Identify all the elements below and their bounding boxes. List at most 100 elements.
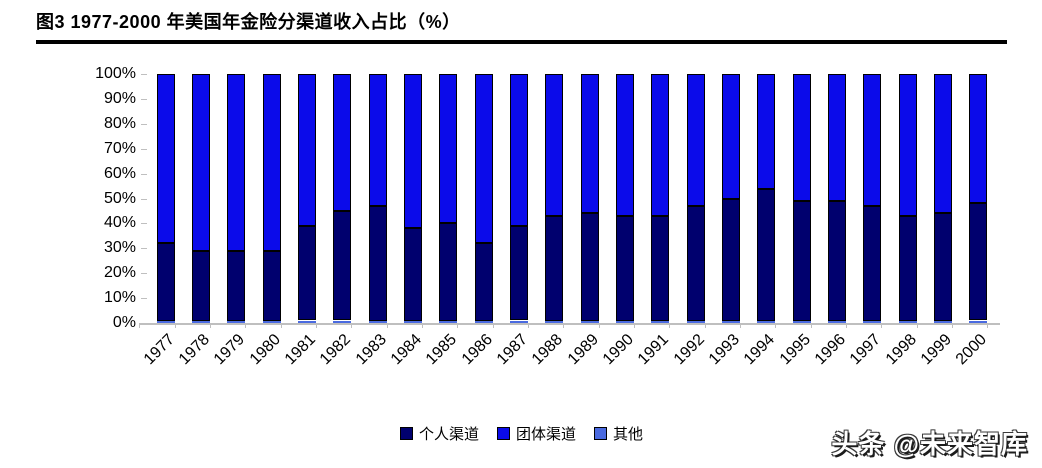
bar-segment [298, 74, 316, 226]
bar-segment [686, 205, 705, 321]
bar-segment [757, 320, 776, 323]
x-tick [209, 323, 211, 328]
bar-segment [404, 320, 422, 323]
x-tick [457, 323, 459, 328]
x-tick [492, 323, 494, 328]
bar-segment [404, 74, 422, 229]
axis-baseline [140, 323, 1000, 325]
x-tick [174, 323, 176, 328]
bar-segment [368, 74, 387, 206]
bar-segment [227, 74, 246, 251]
bar-segment [616, 74, 634, 216]
bar-segment [545, 74, 564, 216]
bar-segment [368, 320, 387, 323]
x-tick [633, 323, 635, 328]
y-tick [141, 248, 147, 250]
y-tick-label: 40% [103, 214, 136, 232]
bar-segment [192, 74, 210, 251]
bar-segment [616, 320, 634, 323]
chart-title: 图3 1977-2000 年美国年金险分渠道收入占比（%） [36, 12, 461, 32]
bar-segment [934, 320, 952, 323]
y-tick [141, 273, 147, 275]
x-tick [527, 323, 529, 328]
bar-segment [510, 320, 528, 323]
bar-segment [828, 200, 846, 321]
watermark: 头条 @未来智库 [831, 429, 1028, 459]
bar-segment [333, 210, 352, 321]
chart-legend: 个人渠道 团体渠道 其他 [36, 423, 1007, 444]
bar-segment [757, 74, 776, 189]
bar-segment [227, 250, 246, 321]
bar-segment [863, 205, 882, 321]
legend-item: 其他 [594, 423, 643, 444]
bar-segment [192, 320, 210, 323]
y-tick-label: 60% [103, 164, 136, 182]
legend-swatch-icon [496, 427, 510, 440]
bar-segment [651, 320, 670, 323]
bar-segment [262, 250, 281, 321]
bar-segment [333, 320, 352, 323]
bar-segment [580, 213, 599, 321]
bar-segment [828, 74, 846, 201]
x-tick [810, 323, 812, 328]
y-tick [141, 148, 147, 150]
legend-item: 个人渠道 [399, 423, 479, 444]
x-tick [139, 323, 141, 328]
x-tick [704, 323, 706, 328]
bar-segment [474, 243, 493, 321]
bar-segment [510, 74, 528, 226]
title-rule [36, 40, 1007, 44]
bar-segment [368, 205, 387, 321]
bar-segment [227, 320, 246, 323]
bar-segment [651, 74, 670, 216]
bar-segment [262, 320, 281, 323]
bar-segment [616, 215, 634, 321]
y-tick [141, 223, 147, 225]
y-tick-label: 70% [103, 139, 136, 157]
bar-segment [792, 200, 811, 321]
x-tick [351, 323, 353, 328]
bar-segment [156, 74, 175, 244]
bar-segment [580, 74, 599, 214]
x-tick [245, 323, 247, 328]
y-tick [141, 98, 147, 100]
bar-segment [474, 320, 493, 323]
legend-label: 个人渠道 [418, 426, 479, 443]
bar-segment [298, 320, 316, 323]
y-tick [141, 74, 147, 75]
bar-segment [757, 188, 776, 321]
x-tick [987, 323, 989, 328]
y-tick-label: 20% [103, 264, 136, 282]
y-tick-label: 100% [95, 65, 136, 82]
x-tick [951, 323, 953, 328]
x-tick [669, 323, 671, 328]
bar-segment [792, 74, 811, 201]
bar-segment [792, 320, 811, 323]
x-tick [421, 323, 423, 328]
bar-segment [404, 228, 422, 321]
bar-segment [969, 74, 988, 204]
y-tick-label: 30% [103, 239, 136, 257]
bar-segment [898, 320, 917, 323]
y-tick-label: 90% [103, 89, 136, 107]
bar-segment [722, 198, 740, 321]
y-tick [141, 198, 147, 200]
x-tick [598, 323, 600, 328]
bar-segment [969, 320, 988, 323]
y-tick [141, 173, 147, 175]
bar-segment [651, 215, 670, 321]
bar-segment [898, 74, 917, 216]
bar-segment [686, 320, 705, 323]
bar-segment [934, 213, 952, 321]
legend-swatch-icon [594, 427, 607, 440]
y-tick-label: 80% [103, 114, 136, 132]
legend-swatch-icon [399, 427, 413, 440]
x-tick [845, 323, 847, 328]
bar-segment [722, 74, 740, 199]
bar-segment [863, 74, 882, 206]
bar-segment [686, 74, 705, 206]
bar-segment [156, 320, 175, 323]
bar-segment [439, 74, 458, 224]
x-tick [739, 323, 741, 328]
